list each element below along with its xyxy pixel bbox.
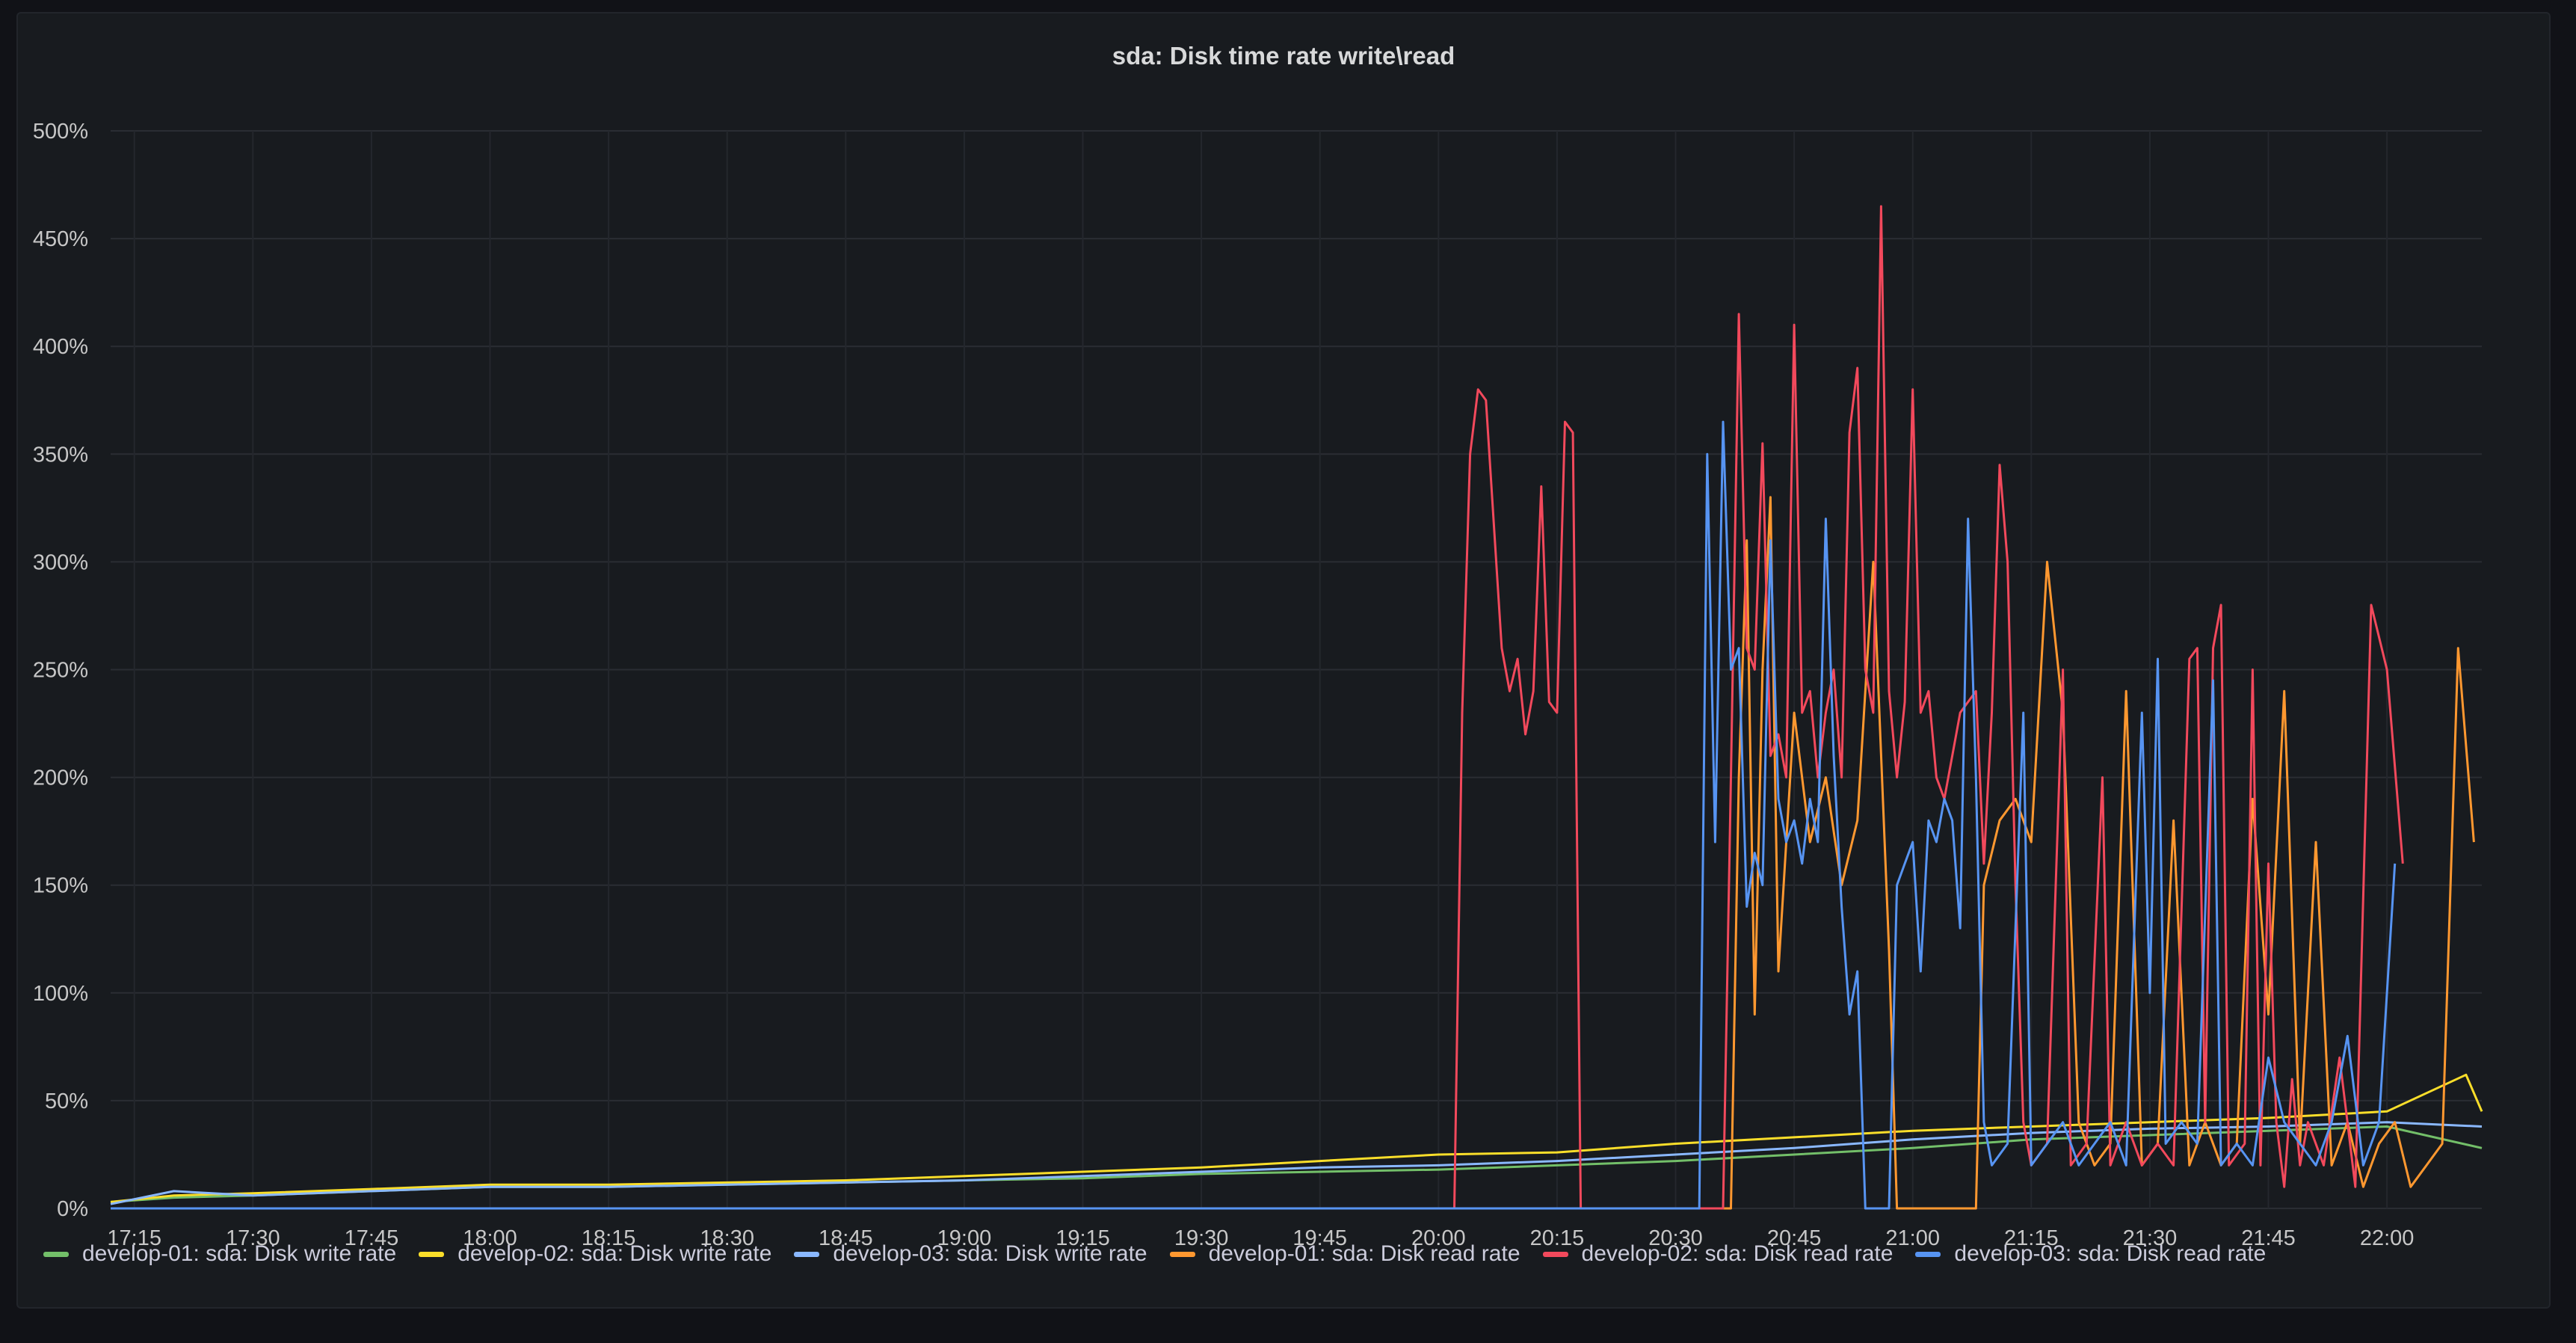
x-tick-label: 19:00 [937, 1226, 992, 1250]
legend-label: develop-02: sda: Disk read rate [1581, 1241, 1894, 1266]
x-tick-label: 21:30 [2123, 1226, 2178, 1250]
legend-swatch [1915, 1251, 1941, 1257]
x-tick-label: 19:15 [1056, 1226, 1110, 1250]
y-tick-label: 350% [33, 443, 88, 467]
x-tick-label: 18:45 [819, 1226, 873, 1250]
legend-label: develop-01: sda: Disk read rate [1208, 1241, 1520, 1266]
y-tick-label: 100% [33, 982, 88, 1006]
legend-label: develop-03: sda: Disk read rate [1954, 1241, 2267, 1266]
legend-swatch [419, 1251, 445, 1257]
y-tick-label: 500% [33, 120, 88, 144]
x-tick-label: 18:30 [700, 1226, 754, 1250]
y-tick-label: 0% [57, 1197, 88, 1221]
y-tick-label: 250% [33, 659, 88, 683]
x-tick-label: 20:30 [1648, 1226, 1703, 1250]
y-tick-label: 450% [33, 227, 88, 251]
x-tick-label: 19:45 [1292, 1226, 1347, 1250]
y-tick-label: 200% [33, 766, 88, 790]
legend-swatch [794, 1251, 820, 1257]
chart-legend: develop-01: sda: Disk write rate develop-… [43, 1241, 2288, 1267]
series-line[interactable] [110, 1073, 2483, 1203]
series-line[interactable] [111, 420, 2397, 1210]
legend-swatch [43, 1251, 69, 1257]
series-line[interactable] [111, 496, 2475, 1210]
legend-item[interactable]: develop-01: sda: Disk read rate [1169, 1241, 1520, 1267]
x-tick-label: 17:45 [345, 1226, 399, 1250]
legend-item[interactable]: develop-03: sda: Disk write rate [794, 1241, 1147, 1267]
y-tick-label: 150% [33, 874, 88, 898]
x-tick-label: 22:00 [2360, 1226, 2415, 1250]
legend-item[interactable]: develop-02: sda: Disk write rate [419, 1241, 771, 1267]
y-tick-label: 400% [33, 335, 88, 359]
y-tick-label: 50% [45, 1090, 88, 1113]
legend-item[interactable]: develop-02: sda: Disk read rate [1542, 1241, 1894, 1267]
legend-label: develop-03: sda: Disk write rate [833, 1241, 1147, 1266]
x-tick-label: 20:00 [1411, 1226, 1466, 1250]
legend-item[interactable]: develop-01: sda: Disk write rate [43, 1241, 396, 1267]
x-tick-label: 17:30 [226, 1226, 280, 1250]
y-tick-label: 300% [33, 550, 88, 574]
panel-title[interactable]: sda: Disk time rate write\read [1112, 42, 1455, 70]
x-tick-label: 20:15 [1530, 1226, 1585, 1250]
x-tick-label: 21:45 [2241, 1226, 2296, 1250]
x-tick-label: 18:00 [463, 1226, 517, 1250]
x-tick-label: 17:15 [107, 1226, 161, 1250]
series-line[interactable] [111, 205, 2404, 1210]
legend-label: develop-01: sda: Disk write rate [82, 1241, 397, 1266]
legend-label: develop-02: sda: Disk write rate [457, 1241, 772, 1266]
x-tick-label: 20:45 [1767, 1226, 1822, 1250]
legend-swatch [1542, 1251, 1568, 1257]
x-tick-label: 18:15 [582, 1226, 636, 1250]
x-tick-label: 21:00 [1885, 1226, 1940, 1250]
x-tick-label: 21:15 [2004, 1226, 2059, 1250]
legend-item[interactable]: develop-03: sda: Disk read rate [1915, 1241, 2266, 1267]
x-tick-label: 19:30 [1174, 1226, 1229, 1250]
legend-swatch [1169, 1251, 1195, 1257]
series-line[interactable] [110, 1121, 2483, 1205]
